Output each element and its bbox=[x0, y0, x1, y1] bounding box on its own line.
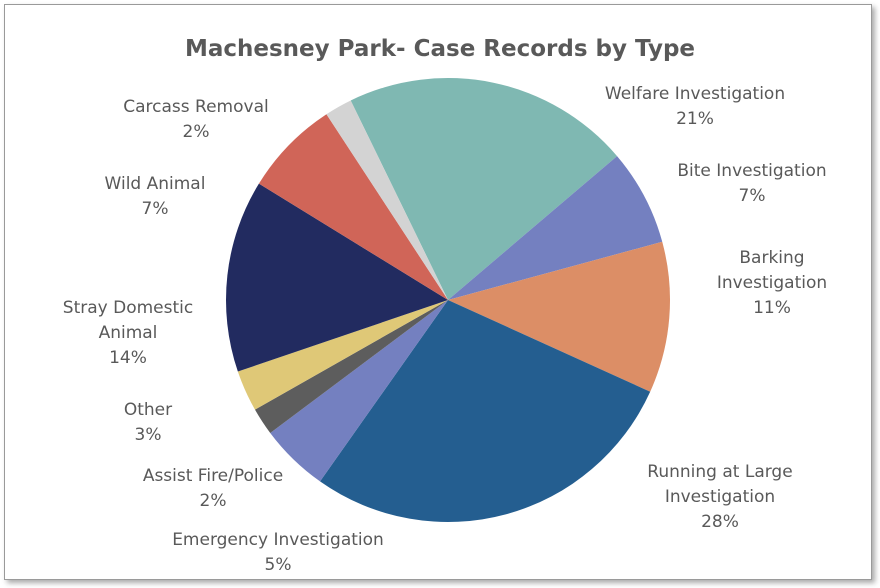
pie-slice bbox=[326, 100, 448, 301]
data-label: Carcass Removal 2% bbox=[96, 95, 296, 145]
pie-slice bbox=[225, 183, 448, 372]
label-value: 2% bbox=[182, 122, 210, 142]
label-name: Running at Large Investigation bbox=[647, 462, 793, 507]
pie-slice bbox=[270, 300, 448, 482]
data-label: Barking Investigation 11% bbox=[697, 246, 847, 321]
data-label: Wild Animal 7% bbox=[75, 172, 235, 222]
label-value: 7% bbox=[738, 186, 766, 206]
label-value: 2% bbox=[199, 491, 227, 511]
chart-title: Machesney Park- Case Records by Type bbox=[184, 36, 696, 62]
label-name: Wild Animal bbox=[104, 174, 206, 194]
label-name: Other bbox=[123, 400, 173, 420]
label-name: Bite Investigation bbox=[677, 161, 827, 181]
data-label: Running at Large Investigation 28% bbox=[625, 460, 815, 535]
pie-slice bbox=[237, 300, 448, 410]
data-label: Welfare Investigation 21% bbox=[565, 82, 825, 132]
label-name: Welfare Investigation bbox=[604, 84, 786, 104]
pie-slice bbox=[448, 156, 663, 300]
label-name: Carcass Removal bbox=[123, 97, 269, 117]
label-value: 14% bbox=[109, 348, 147, 368]
data-label: Emergency Investigation 5% bbox=[138, 528, 418, 578]
pie-slice bbox=[258, 114, 448, 301]
data-label: Bite Investigation 7% bbox=[652, 159, 852, 209]
label-name: Barking Investigation bbox=[716, 248, 828, 293]
pie-slice bbox=[320, 300, 651, 522]
label-value: 7% bbox=[141, 199, 169, 219]
label-value: 5% bbox=[264, 555, 292, 575]
label-value: 11% bbox=[753, 298, 791, 318]
label-value: 28% bbox=[701, 512, 739, 532]
pie-slice bbox=[350, 77, 618, 300]
label-value: 21% bbox=[676, 109, 714, 129]
data-label: Other 3% bbox=[98, 398, 198, 448]
label-value: 3% bbox=[134, 425, 162, 445]
label-name: Emergency Investigation bbox=[172, 530, 384, 550]
pie-slice bbox=[448, 241, 671, 392]
label-name: Assist Fire/Police bbox=[142, 466, 284, 486]
pie-slice bbox=[254, 300, 448, 433]
label-name: Stray Domestic Animal bbox=[62, 298, 194, 343]
data-label: Stray Domestic Animal 14% bbox=[46, 296, 211, 371]
data-label: Assist Fire/Police 2% bbox=[113, 464, 313, 514]
